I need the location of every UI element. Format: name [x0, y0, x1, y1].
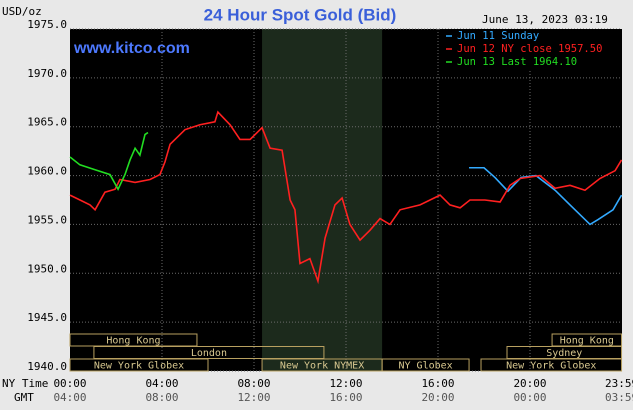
- x-tick-label: 12:00: [329, 377, 362, 390]
- session-label: Hong Kong: [560, 336, 614, 347]
- session-box: [69, 358, 209, 372]
- legend-label: Jun 13 Last 1964.10: [457, 56, 577, 68]
- y-tick-label: 1975.0: [27, 18, 67, 31]
- session-label: Sydney: [546, 348, 582, 359]
- session-label: New York Globex: [506, 361, 596, 372]
- gmt-label: GMT: [14, 391, 34, 404]
- gmt-tick-label: 03:59: [605, 391, 633, 404]
- session-label: London: [191, 348, 227, 359]
- y-tick-label: 1940.0: [27, 360, 67, 373]
- price-line: [69, 110, 623, 285]
- y-tick-label: 1945.0: [27, 311, 67, 324]
- legend-label: Jun 11 Sunday: [457, 30, 539, 42]
- gmt-tick-label: 00:00: [513, 391, 546, 404]
- watermark: www.kitco.com: [73, 40, 190, 57]
- session-box: [480, 358, 623, 372]
- timestamp: June 13, 2023 03:19: [482, 13, 608, 26]
- session-label: NY Globex: [398, 361, 452, 372]
- nymex-shade: [262, 29, 383, 371]
- x-tick-label: 20:00: [513, 377, 546, 390]
- legend-box: [441, 29, 622, 69]
- gmt-tick-label: 16:00: [329, 391, 362, 404]
- unit-label: USD/oz: [2, 5, 42, 18]
- price-line: [69, 131, 149, 192]
- session-label: New York Globex: [94, 361, 184, 372]
- legend-label: Jun 12 NY close 1957.50: [457, 43, 602, 55]
- gmt-tick-label: 12:00: [237, 391, 270, 404]
- x-tick-label: 00:00: [53, 377, 86, 390]
- session-label: New York NYMEX: [280, 361, 364, 372]
- ny-time-label: NY Time: [2, 377, 48, 390]
- gmt-tick-label: 04:00: [53, 391, 86, 404]
- gmt-tick-label: 08:00: [145, 391, 178, 404]
- x-tick-label: 04:00: [145, 377, 178, 390]
- session-box: [381, 358, 470, 372]
- gmt-tick-label: 20:00: [421, 391, 454, 404]
- y-tick-label: 1955.0: [27, 213, 67, 226]
- y-tick-label: 1950.0: [27, 262, 67, 275]
- chart-title: 24 Hour Spot Gold (Bid): [204, 5, 397, 24]
- x-tick-label: 16:00: [421, 377, 454, 390]
- y-tick-label: 1970.0: [27, 67, 67, 80]
- price-line: [469, 166, 623, 226]
- y-tick-label: 1965.0: [27, 116, 67, 129]
- x-tick-label: 08:00: [237, 377, 270, 390]
- session-box: [93, 346, 325, 359]
- session-label: Hong Kong: [106, 336, 160, 347]
- y-tick-label: 1960.0: [27, 165, 67, 178]
- x-tick-label: 23:59: [605, 377, 633, 390]
